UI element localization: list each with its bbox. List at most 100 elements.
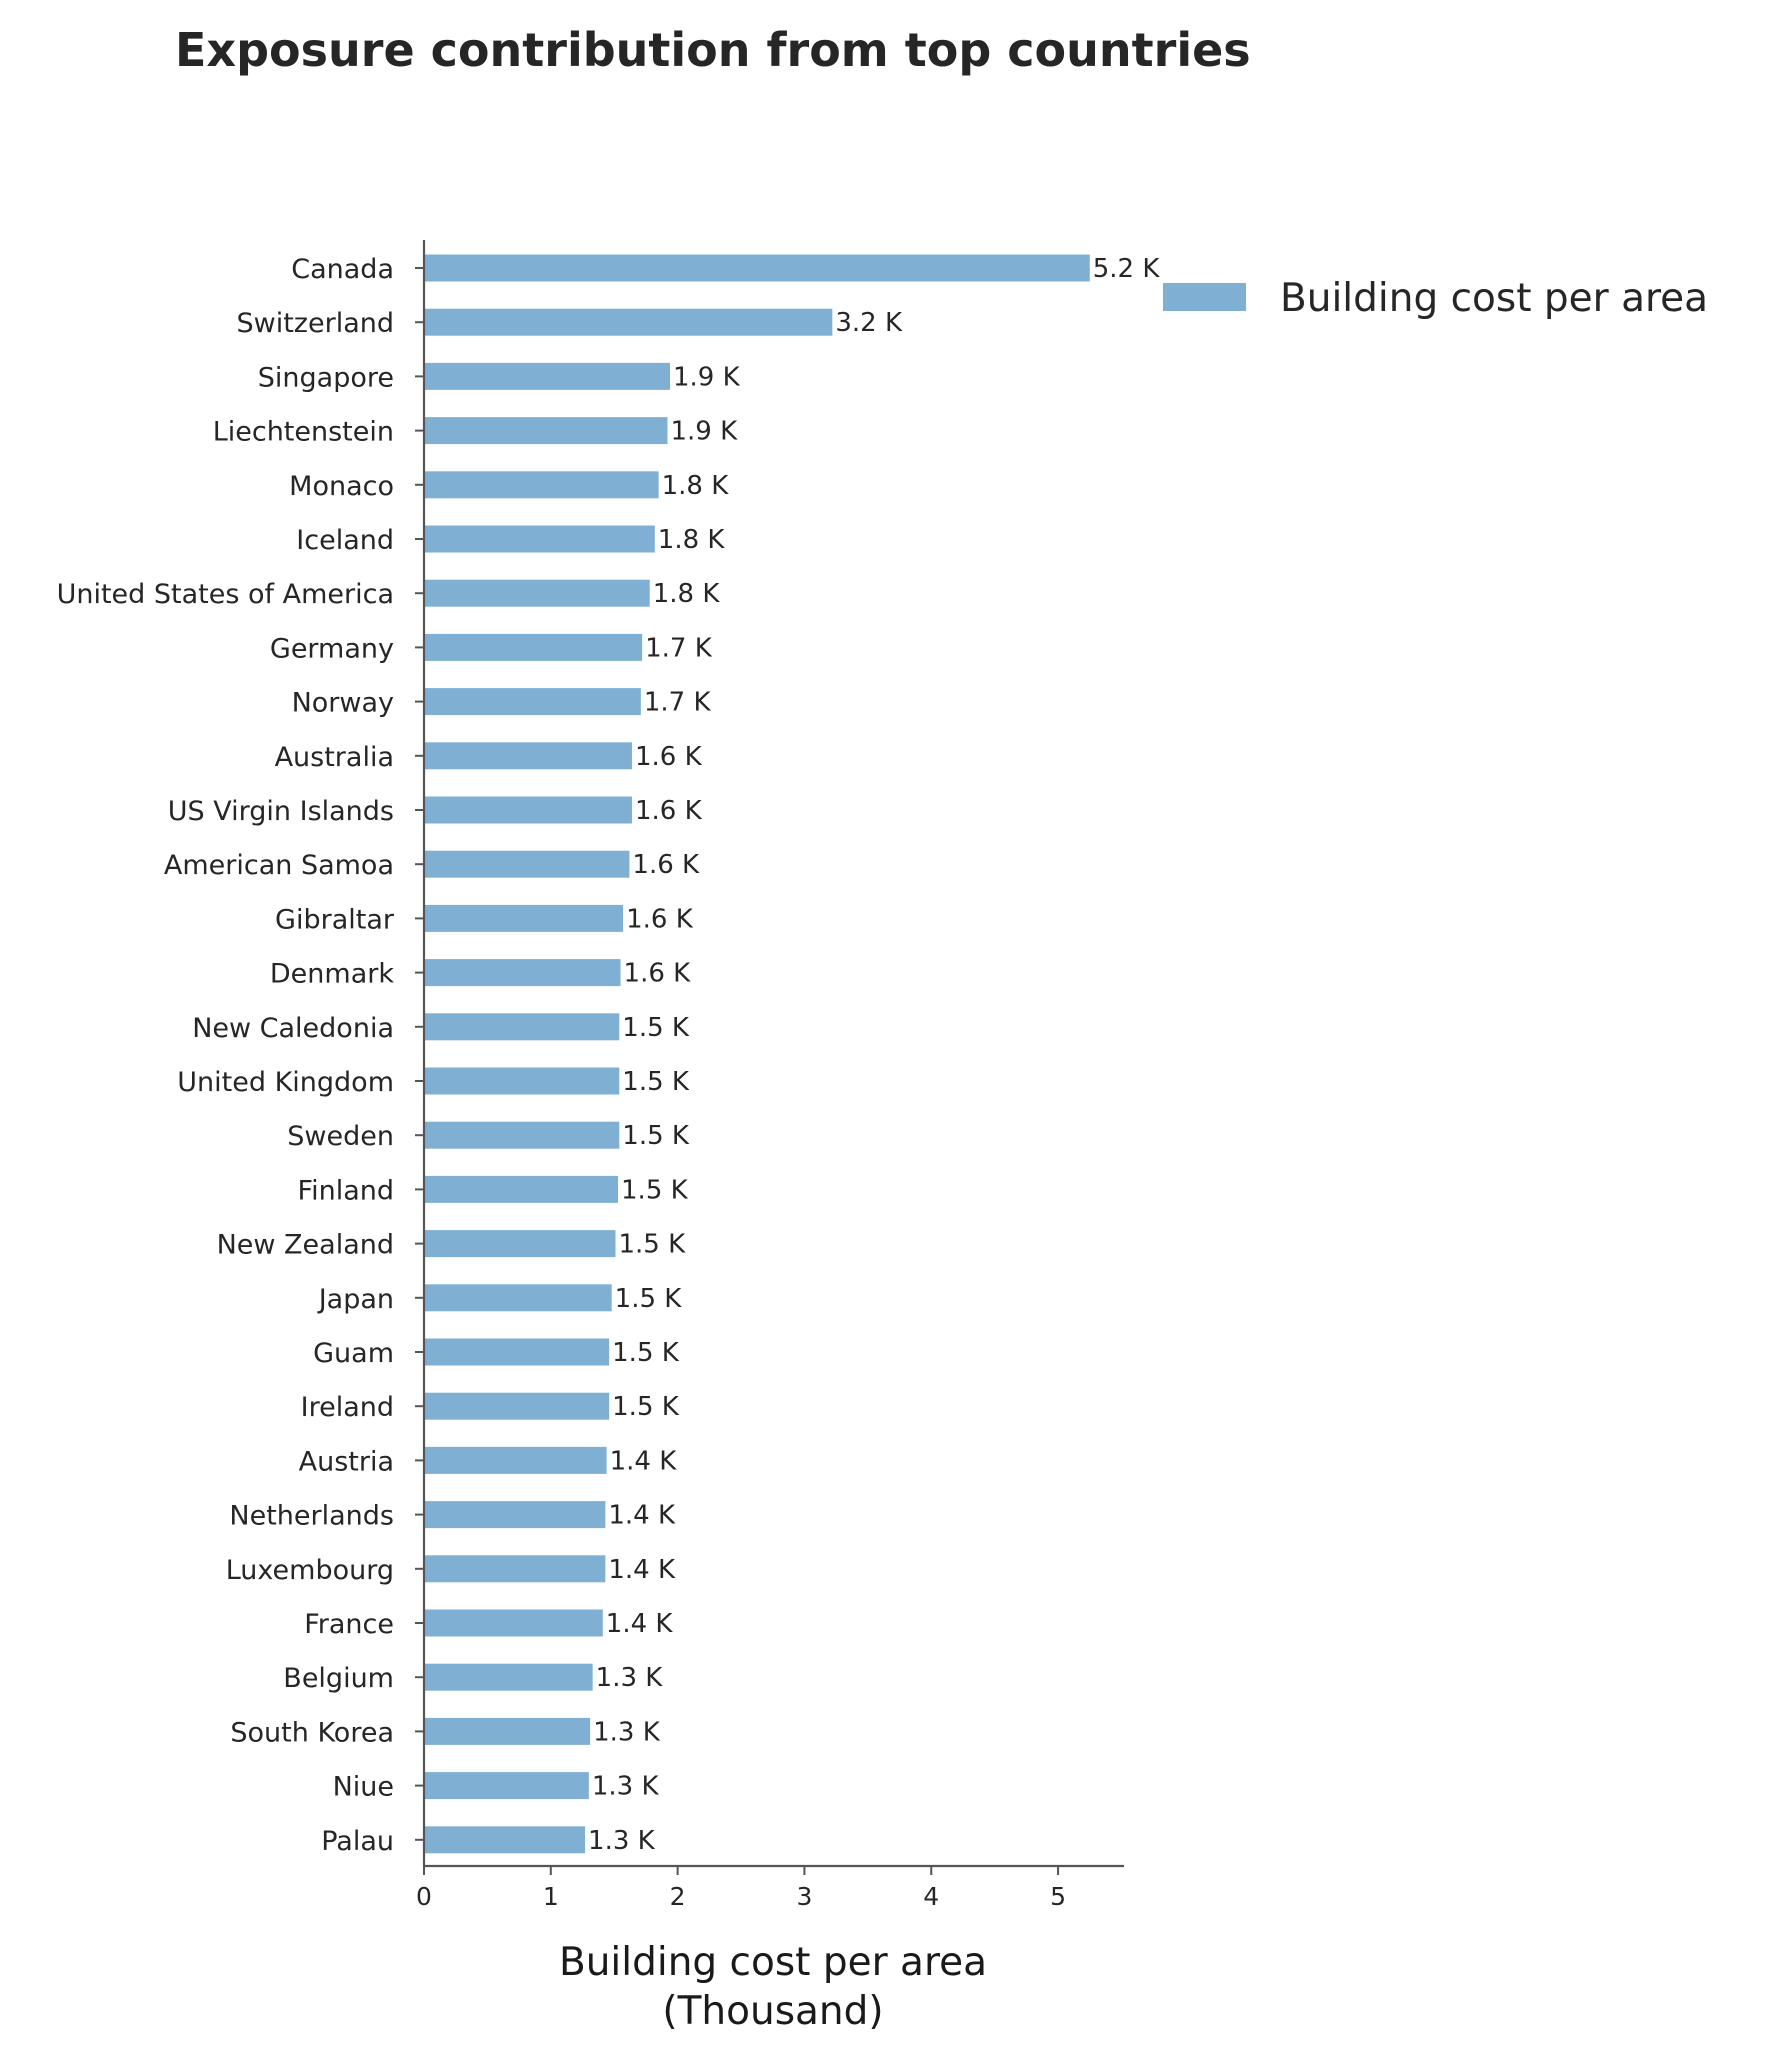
bar [424, 1446, 607, 1474]
x-tick-label: 2 [670, 1882, 686, 1911]
bar [424, 850, 630, 878]
x-tick-label: 3 [796, 1882, 812, 1911]
y-tick-label: American Samoa [164, 850, 394, 881]
x-axis-label-line-2: (Thousand) [662, 1989, 883, 2034]
data-label: 1.7 K [644, 688, 712, 718]
legend-label: Building cost per area [1280, 276, 1708, 321]
data-label: 1.6 K [635, 742, 703, 772]
y-tick-label: Iceland [296, 525, 394, 556]
y-tick-label: Finland [298, 1175, 394, 1206]
data-label: 1.3 K [588, 1826, 656, 1856]
data-label: 1.4 K [606, 1609, 674, 1639]
y-tick-label: Niue [333, 1772, 394, 1803]
bar [424, 254, 1090, 282]
y-tick-label: US Virgin Islands [168, 796, 394, 827]
x-axis: 0 1 2 3 4 5 [416, 1864, 1124, 1911]
x-axis-label-line-1: Building cost per area [559, 1940, 987, 1985]
y-tick-label: Sweden [287, 1121, 394, 1152]
bar [424, 1772, 589, 1800]
data-label: 1.9 K [670, 417, 738, 447]
data-label: 1.5 K [612, 1392, 680, 1422]
y-axis: Canada Switzerland Singapore Liechtenstein M… [57, 240, 426, 1866]
data-label: 1.3 K [593, 1717, 661, 1747]
y-tick-label: United States of America [57, 579, 394, 610]
y-tick-label: New Zealand [217, 1230, 394, 1261]
data-label: 5.2 K [1093, 254, 1161, 284]
data-label: 1.4 K [610, 1446, 678, 1476]
data-label: 1.6 K [626, 904, 694, 934]
y-tick-label: Guam [313, 1338, 394, 1369]
bar [424, 525, 655, 553]
bar [424, 417, 668, 445]
bar [424, 1392, 610, 1420]
bar [424, 1338, 610, 1366]
y-tick-label: Norway [292, 688, 394, 719]
bar [424, 1230, 616, 1258]
bar [424, 1555, 606, 1583]
bar [424, 1121, 620, 1149]
bar [424, 1067, 620, 1095]
y-tick-label: New Caledonia [192, 1013, 394, 1044]
bar [424, 1175, 619, 1203]
bar [424, 959, 621, 987]
y-tick-label: Netherlands [229, 1501, 394, 1532]
bar [424, 362, 671, 390]
y-tick-label: Ireland [301, 1392, 394, 1423]
data-label: 1.5 K [612, 1338, 680, 1368]
data-label: 3.2 K [835, 308, 903, 338]
data-label: 1.5 K [621, 1175, 689, 1205]
x-tick-label: 0 [416, 1882, 432, 1911]
bar [424, 688, 641, 716]
y-tick-label: Singapore [258, 362, 394, 393]
data-label: 1.8 K [662, 471, 730, 501]
y-tick-label: France [304, 1609, 394, 1640]
data-label: 1.9 K [673, 362, 741, 392]
y-tick-label: United Kingdom [177, 1067, 394, 1098]
bar [424, 742, 632, 770]
data-label: 1.8 K [653, 579, 721, 609]
chart-title: Exposure contribution from top countries [175, 23, 1251, 77]
y-tick-label: South Korea [230, 1717, 394, 1748]
y-tick-label: Luxembourg [226, 1555, 394, 1586]
bar [424, 471, 659, 499]
y-tick-label: Palau [321, 1826, 394, 1857]
bar [424, 1501, 606, 1529]
y-tick-label: Belgium [283, 1663, 394, 1694]
data-label: 1.3 K [596, 1663, 664, 1693]
bar [424, 633, 643, 661]
y-tick-label: Japan [317, 1284, 394, 1315]
bar [424, 1717, 591, 1745]
data-label: 1.5 K [622, 1067, 690, 1097]
bar [424, 796, 632, 824]
data-label: 1.6 K [624, 959, 692, 989]
data-label: 1.7 K [645, 633, 713, 663]
y-tick-label: Switzerland [237, 308, 395, 339]
legend: Building cost per area [1163, 276, 1708, 321]
data-label: 1.5 K [618, 1230, 686, 1260]
data-label: 1.6 K [635, 796, 703, 826]
bar [424, 904, 624, 932]
bar [424, 1013, 620, 1041]
y-tick-label: Germany [270, 633, 394, 664]
y-tick-label: Gibraltar [275, 904, 395, 935]
data-labels-group: 5.2 K 3.2 K 1.9 K 1.9 K 1.8 K 1.8 K 1.8 K 1.7 K… [588, 254, 1160, 1856]
x-tick-label: 4 [923, 1882, 939, 1911]
bar [424, 308, 833, 336]
bar [424, 579, 650, 607]
y-tick-label: Austria [299, 1446, 394, 1477]
legend-swatch [1163, 283, 1246, 311]
y-tick-label: Liechtenstein [213, 417, 394, 448]
data-label: 1.8 K [658, 525, 726, 555]
x-tick-label: 1 [543, 1882, 559, 1911]
bars-group [424, 254, 1090, 1854]
x-tick-label: 5 [1050, 1882, 1066, 1911]
bar [424, 1284, 612, 1312]
bar [424, 1609, 603, 1637]
data-label: 1.4 K [608, 1555, 676, 1585]
data-label: 1.5 K [622, 1121, 690, 1151]
data-label: 1.5 K [615, 1284, 683, 1314]
bar [424, 1663, 593, 1691]
bar [424, 1826, 586, 1854]
data-label: 1.6 K [632, 850, 700, 880]
